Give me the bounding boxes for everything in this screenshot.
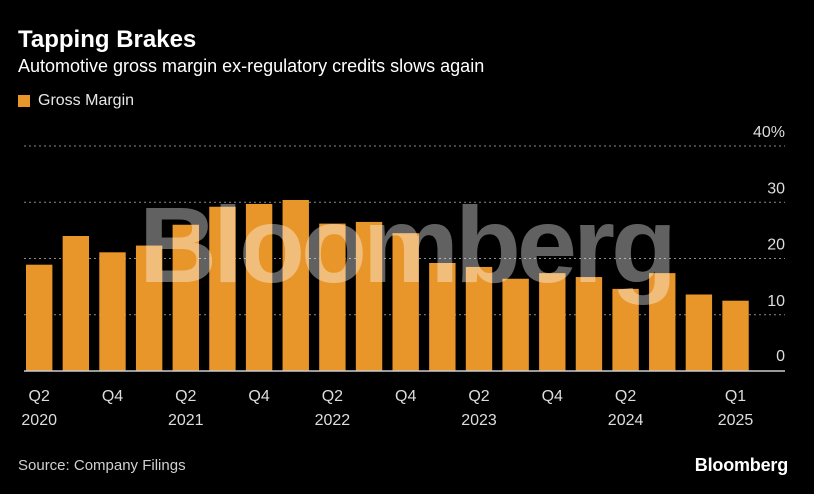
x-tick-label: Q2: [29, 388, 50, 405]
y-tick-label: 40%: [753, 124, 785, 141]
bar: [392, 233, 419, 371]
bar: [62, 236, 90, 371]
y-tick-label: 0: [776, 348, 785, 365]
x-tick-label: Q1: [725, 388, 746, 405]
bar: [722, 300, 749, 371]
x-tick-year-label: 2025: [718, 412, 754, 429]
bar: [209, 206, 236, 371]
x-tick-year-label: 2024: [608, 412, 644, 429]
bar: [502, 278, 529, 371]
watermark-logo: Bloomberg: [139, 184, 673, 305]
bar: [649, 273, 676, 371]
legend-label: Gross Margin: [38, 92, 135, 109]
bar: [99, 252, 126, 371]
y-tick-label: 30: [767, 180, 785, 197]
bar: [429, 263, 456, 371]
x-tick-label: Q4: [395, 388, 416, 405]
x-tick-label: Q4: [102, 388, 123, 405]
x-tick-year-label: 2023: [461, 412, 497, 429]
bar: [575, 277, 603, 371]
bar: [135, 245, 163, 371]
bar: [465, 266, 493, 371]
y-tick-label: 10: [767, 293, 785, 310]
bar: [172, 224, 199, 371]
bar: [282, 200, 309, 371]
x-tick-label: Q2: [468, 388, 489, 405]
x-tick-label: Q4: [542, 388, 563, 405]
x-tick-year-label: 2020: [21, 412, 57, 429]
legend-swatch: [18, 95, 30, 107]
bar: [685, 294, 713, 371]
x-tick-year-label: 2021: [168, 412, 204, 429]
bar: [539, 273, 566, 371]
x-tick-label: Q2: [322, 388, 343, 405]
bar: [355, 221, 383, 371]
x-tick-label: Q4: [248, 388, 269, 405]
x-tick-label: Q2: [175, 388, 196, 405]
chart-subtitle: Automotive gross margin ex-regulatory cr…: [18, 56, 485, 76]
chart-legend: Gross Margin: [18, 92, 134, 110]
y-tick-label: 20: [767, 237, 785, 254]
bar: [612, 288, 639, 371]
source-note: Source: Company Filings: [18, 457, 186, 474]
brand-logo: Bloomberg: [694, 455, 788, 475]
bar: [319, 223, 346, 371]
chart-title: Tapping Brakes: [18, 26, 197, 53]
x-tick-year-label: 2022: [315, 412, 351, 429]
x-tick-label: Q2: [615, 388, 636, 405]
bar: [245, 203, 273, 371]
bar: [26, 264, 53, 371]
